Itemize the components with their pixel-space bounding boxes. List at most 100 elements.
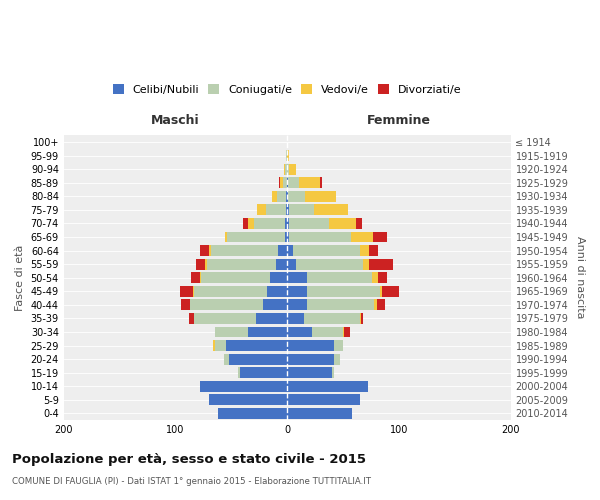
Bar xyxy=(263,300,287,310)
Bar xyxy=(271,272,287,283)
Bar xyxy=(320,178,322,188)
Bar xyxy=(283,178,287,188)
Bar xyxy=(304,313,360,324)
Bar xyxy=(229,354,287,364)
Bar xyxy=(289,178,299,188)
Bar xyxy=(287,286,307,296)
Bar xyxy=(287,326,312,338)
Bar xyxy=(287,218,289,229)
Bar xyxy=(287,367,332,378)
Bar xyxy=(200,381,287,392)
Text: Maschi: Maschi xyxy=(151,114,200,127)
Bar xyxy=(272,191,277,202)
Bar xyxy=(377,300,385,310)
Bar xyxy=(287,258,296,270)
Bar xyxy=(361,313,363,324)
Bar xyxy=(377,272,386,283)
Bar xyxy=(289,204,314,216)
Bar xyxy=(190,300,263,310)
Bar xyxy=(209,245,211,256)
Bar xyxy=(227,232,285,242)
Bar xyxy=(256,313,287,324)
Bar xyxy=(289,218,329,229)
Bar xyxy=(334,340,343,351)
Bar xyxy=(181,300,190,310)
Bar xyxy=(254,218,285,229)
Bar xyxy=(285,164,287,174)
Bar xyxy=(286,204,287,216)
Bar xyxy=(238,367,240,378)
Bar xyxy=(209,394,287,405)
Bar xyxy=(287,394,360,405)
Bar xyxy=(287,272,307,283)
Bar xyxy=(360,245,369,256)
Bar xyxy=(287,164,289,174)
Bar xyxy=(248,326,287,338)
Bar xyxy=(307,286,380,296)
Bar xyxy=(299,178,320,188)
Bar xyxy=(287,313,304,324)
Bar xyxy=(193,286,194,296)
Bar xyxy=(267,286,287,296)
Bar xyxy=(363,258,369,270)
Bar xyxy=(372,272,377,283)
Bar xyxy=(287,340,334,351)
Bar xyxy=(289,191,305,202)
Y-axis label: Fasce di età: Fasce di età xyxy=(15,244,25,311)
Bar xyxy=(373,232,386,242)
Bar xyxy=(293,245,360,256)
Bar xyxy=(329,218,356,229)
Bar xyxy=(286,150,287,161)
Bar xyxy=(287,408,352,419)
Bar xyxy=(343,326,344,338)
Bar xyxy=(380,286,382,296)
Bar xyxy=(287,204,289,216)
Text: COMUNE DI FAUGLIA (PI) - Dati ISTAT 1° gennaio 2015 - Elaborazione TUTTITALIA.IT: COMUNE DI FAUGLIA (PI) - Dati ISTAT 1° g… xyxy=(12,478,371,486)
Bar xyxy=(207,258,276,270)
Text: Popolazione per età, sesso e stato civile - 2015: Popolazione per età, sesso e stato civil… xyxy=(12,452,366,466)
Y-axis label: Anni di nascita: Anni di nascita xyxy=(575,236,585,319)
Bar xyxy=(307,272,372,283)
Bar xyxy=(334,354,340,364)
Bar xyxy=(218,408,287,419)
Bar xyxy=(287,232,289,242)
Bar xyxy=(205,258,207,270)
Bar xyxy=(211,245,278,256)
Bar xyxy=(305,191,337,202)
Bar xyxy=(287,245,293,256)
Bar xyxy=(287,300,307,310)
Bar xyxy=(214,340,215,351)
Bar xyxy=(278,245,287,256)
Bar xyxy=(284,164,285,174)
Bar xyxy=(191,272,200,283)
Legend: Celibi/Nubili, Coniugati/e, Vedovi/e, Divorziati/e: Celibi/Nubili, Coniugati/e, Vedovi/e, Di… xyxy=(109,81,465,98)
Bar xyxy=(215,326,248,338)
Bar xyxy=(287,178,289,188)
Bar xyxy=(356,218,362,229)
Bar xyxy=(189,313,194,324)
Bar xyxy=(296,258,363,270)
Bar xyxy=(286,191,287,202)
Bar xyxy=(224,354,229,364)
Bar xyxy=(257,204,266,216)
Bar xyxy=(332,367,334,378)
Bar xyxy=(369,245,377,256)
Bar xyxy=(276,258,287,270)
Bar xyxy=(196,258,205,270)
Text: Femmine: Femmine xyxy=(367,114,431,127)
Bar xyxy=(307,300,374,310)
Bar xyxy=(287,381,368,392)
Bar xyxy=(360,313,361,324)
Bar xyxy=(314,204,347,216)
Bar xyxy=(266,204,286,216)
Bar xyxy=(248,218,254,229)
Bar xyxy=(289,164,296,174)
Bar xyxy=(240,367,287,378)
Bar xyxy=(382,286,399,296)
Bar xyxy=(369,258,394,270)
Bar xyxy=(285,218,287,229)
Bar xyxy=(285,232,287,242)
Bar xyxy=(289,232,351,242)
Bar xyxy=(287,354,334,364)
Bar xyxy=(287,191,289,202)
